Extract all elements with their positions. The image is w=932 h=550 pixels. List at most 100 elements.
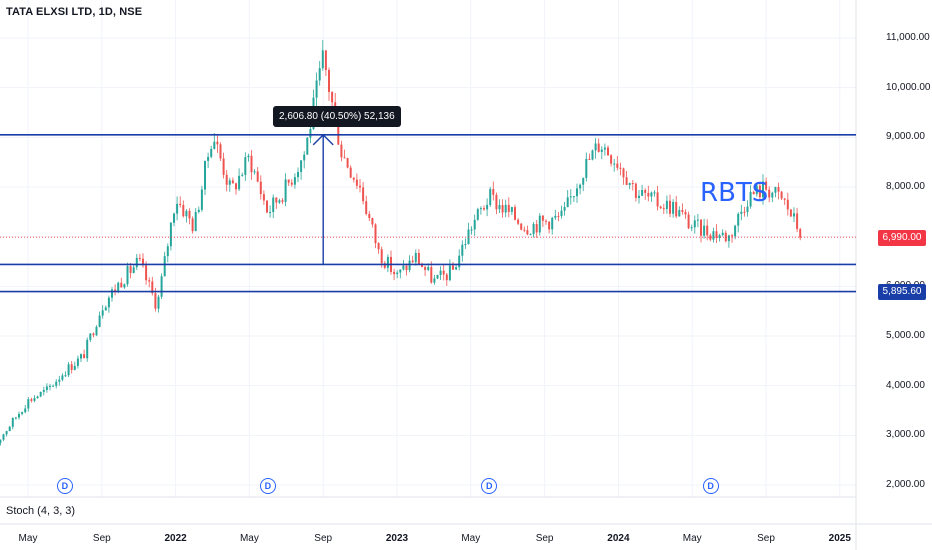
- candle-body: [641, 190, 644, 196]
- candle-body: [709, 235, 712, 240]
- candle-body: [98, 315, 101, 327]
- candle-body: [207, 156, 210, 161]
- candle-body: [39, 391, 42, 397]
- candle-body: [610, 155, 613, 164]
- candle-body: [272, 197, 275, 213]
- candle-body: [42, 389, 45, 392]
- candle-body: [169, 222, 172, 247]
- dividend-marker[interactable]: D: [56, 478, 73, 494]
- time-tick-label: Sep: [314, 533, 333, 544]
- candle-body: [678, 209, 681, 217]
- candle-body: [346, 158, 349, 168]
- candle-body: [780, 191, 783, 199]
- symbol-title[interactable]: TATA ELXSI LTD, 1D, NSE: [6, 6, 143, 18]
- candle-body: [721, 232, 724, 236]
- candle-body: [569, 196, 572, 198]
- candle-body: [616, 163, 619, 168]
- candle-body: [58, 379, 61, 382]
- dividend-marker[interactable]: D: [702, 478, 719, 494]
- candle-body: [458, 255, 461, 268]
- candle-body: [256, 171, 259, 182]
- candle-body: [306, 137, 309, 155]
- candle-body: [427, 267, 430, 271]
- candle-body: [2, 434, 5, 440]
- candle-body: [355, 179, 358, 186]
- candle-body: [365, 201, 368, 214]
- time-tick-label: 2022: [164, 533, 187, 544]
- candle-body: [235, 183, 237, 190]
- candle-body: [114, 289, 117, 292]
- candle-body: [107, 297, 110, 308]
- candle-body: [572, 196, 575, 198]
- candle-body: [120, 282, 123, 288]
- candle-body: [374, 224, 377, 244]
- candle-body: [752, 191, 755, 195]
- candle-body: [191, 218, 194, 232]
- candle-body: [244, 157, 247, 175]
- candle-body: [700, 219, 702, 236]
- candle-body: [18, 413, 20, 418]
- stoch-indicator-label[interactable]: Stoch (4, 3, 3): [6, 505, 76, 517]
- candle-body: [27, 399, 30, 409]
- candle-body: [665, 200, 668, 209]
- candle-body: [517, 219, 520, 224]
- candle-body: [253, 171, 256, 173]
- candle-body: [734, 225, 737, 237]
- candle-body: [684, 211, 687, 215]
- candle-body: [328, 69, 330, 92]
- dividend-marker[interactable]: D: [481, 478, 498, 494]
- candle-body: [321, 50, 324, 69]
- candle-body: [104, 307, 107, 311]
- candle-body: [774, 187, 777, 193]
- time-tick-label: May: [239, 533, 259, 544]
- horizontal-lines: [0, 134, 856, 293]
- candle-body: [290, 182, 293, 185]
- candle-body: [529, 234, 532, 236]
- candle-body: [8, 426, 11, 432]
- candle-body: [197, 209, 200, 212]
- candle-body: [731, 235, 733, 237]
- candle-body: [492, 188, 495, 195]
- candle-body: [653, 192, 656, 194]
- dividend-marker[interactable]: D: [259, 478, 276, 494]
- candle-body: [352, 177, 355, 180]
- candle-body: [337, 115, 340, 145]
- candle-body: [213, 141, 216, 149]
- candle-body: [672, 202, 675, 214]
- candle-body: [476, 209, 479, 220]
- candle-body: [293, 177, 296, 185]
- candle-body: [669, 200, 671, 214]
- candle-body: [758, 185, 761, 198]
- candle-body: [70, 364, 73, 370]
- candle-body: [145, 265, 148, 281]
- candle-body: [464, 244, 467, 246]
- candle-body: [582, 177, 585, 185]
- candle-body: [557, 215, 560, 217]
- candle-body: [461, 244, 464, 256]
- candle-body: [219, 144, 222, 159]
- candle-body: [49, 385, 51, 387]
- rbts-annotation[interactable]: RBTS: [700, 178, 769, 208]
- candle-body: [138, 257, 141, 259]
- candle-body: [5, 431, 8, 435]
- candle-body: [67, 364, 70, 376]
- candle-body: [247, 155, 250, 158]
- candle-body: [14, 417, 17, 419]
- candle-body: [383, 263, 386, 268]
- candle-body: [86, 339, 89, 359]
- candle-body: [526, 230, 529, 235]
- candle-body: [650, 192, 653, 197]
- candle-body: [749, 191, 752, 207]
- chart-grid: [0, 0, 856, 497]
- candle-body: [324, 50, 327, 70]
- candle-body: [613, 163, 616, 165]
- candle-body: [132, 267, 135, 273]
- candle-body: [36, 396, 39, 399]
- candle-body: [690, 227, 693, 229]
- measure-tooltip: 2,606.80 (40.50%) 52,136: [273, 106, 401, 127]
- candle-body: [712, 231, 715, 240]
- candle-body: [126, 266, 129, 285]
- candle-body: [262, 194, 265, 201]
- level-price-tag: 5,895.60: [878, 284, 926, 300]
